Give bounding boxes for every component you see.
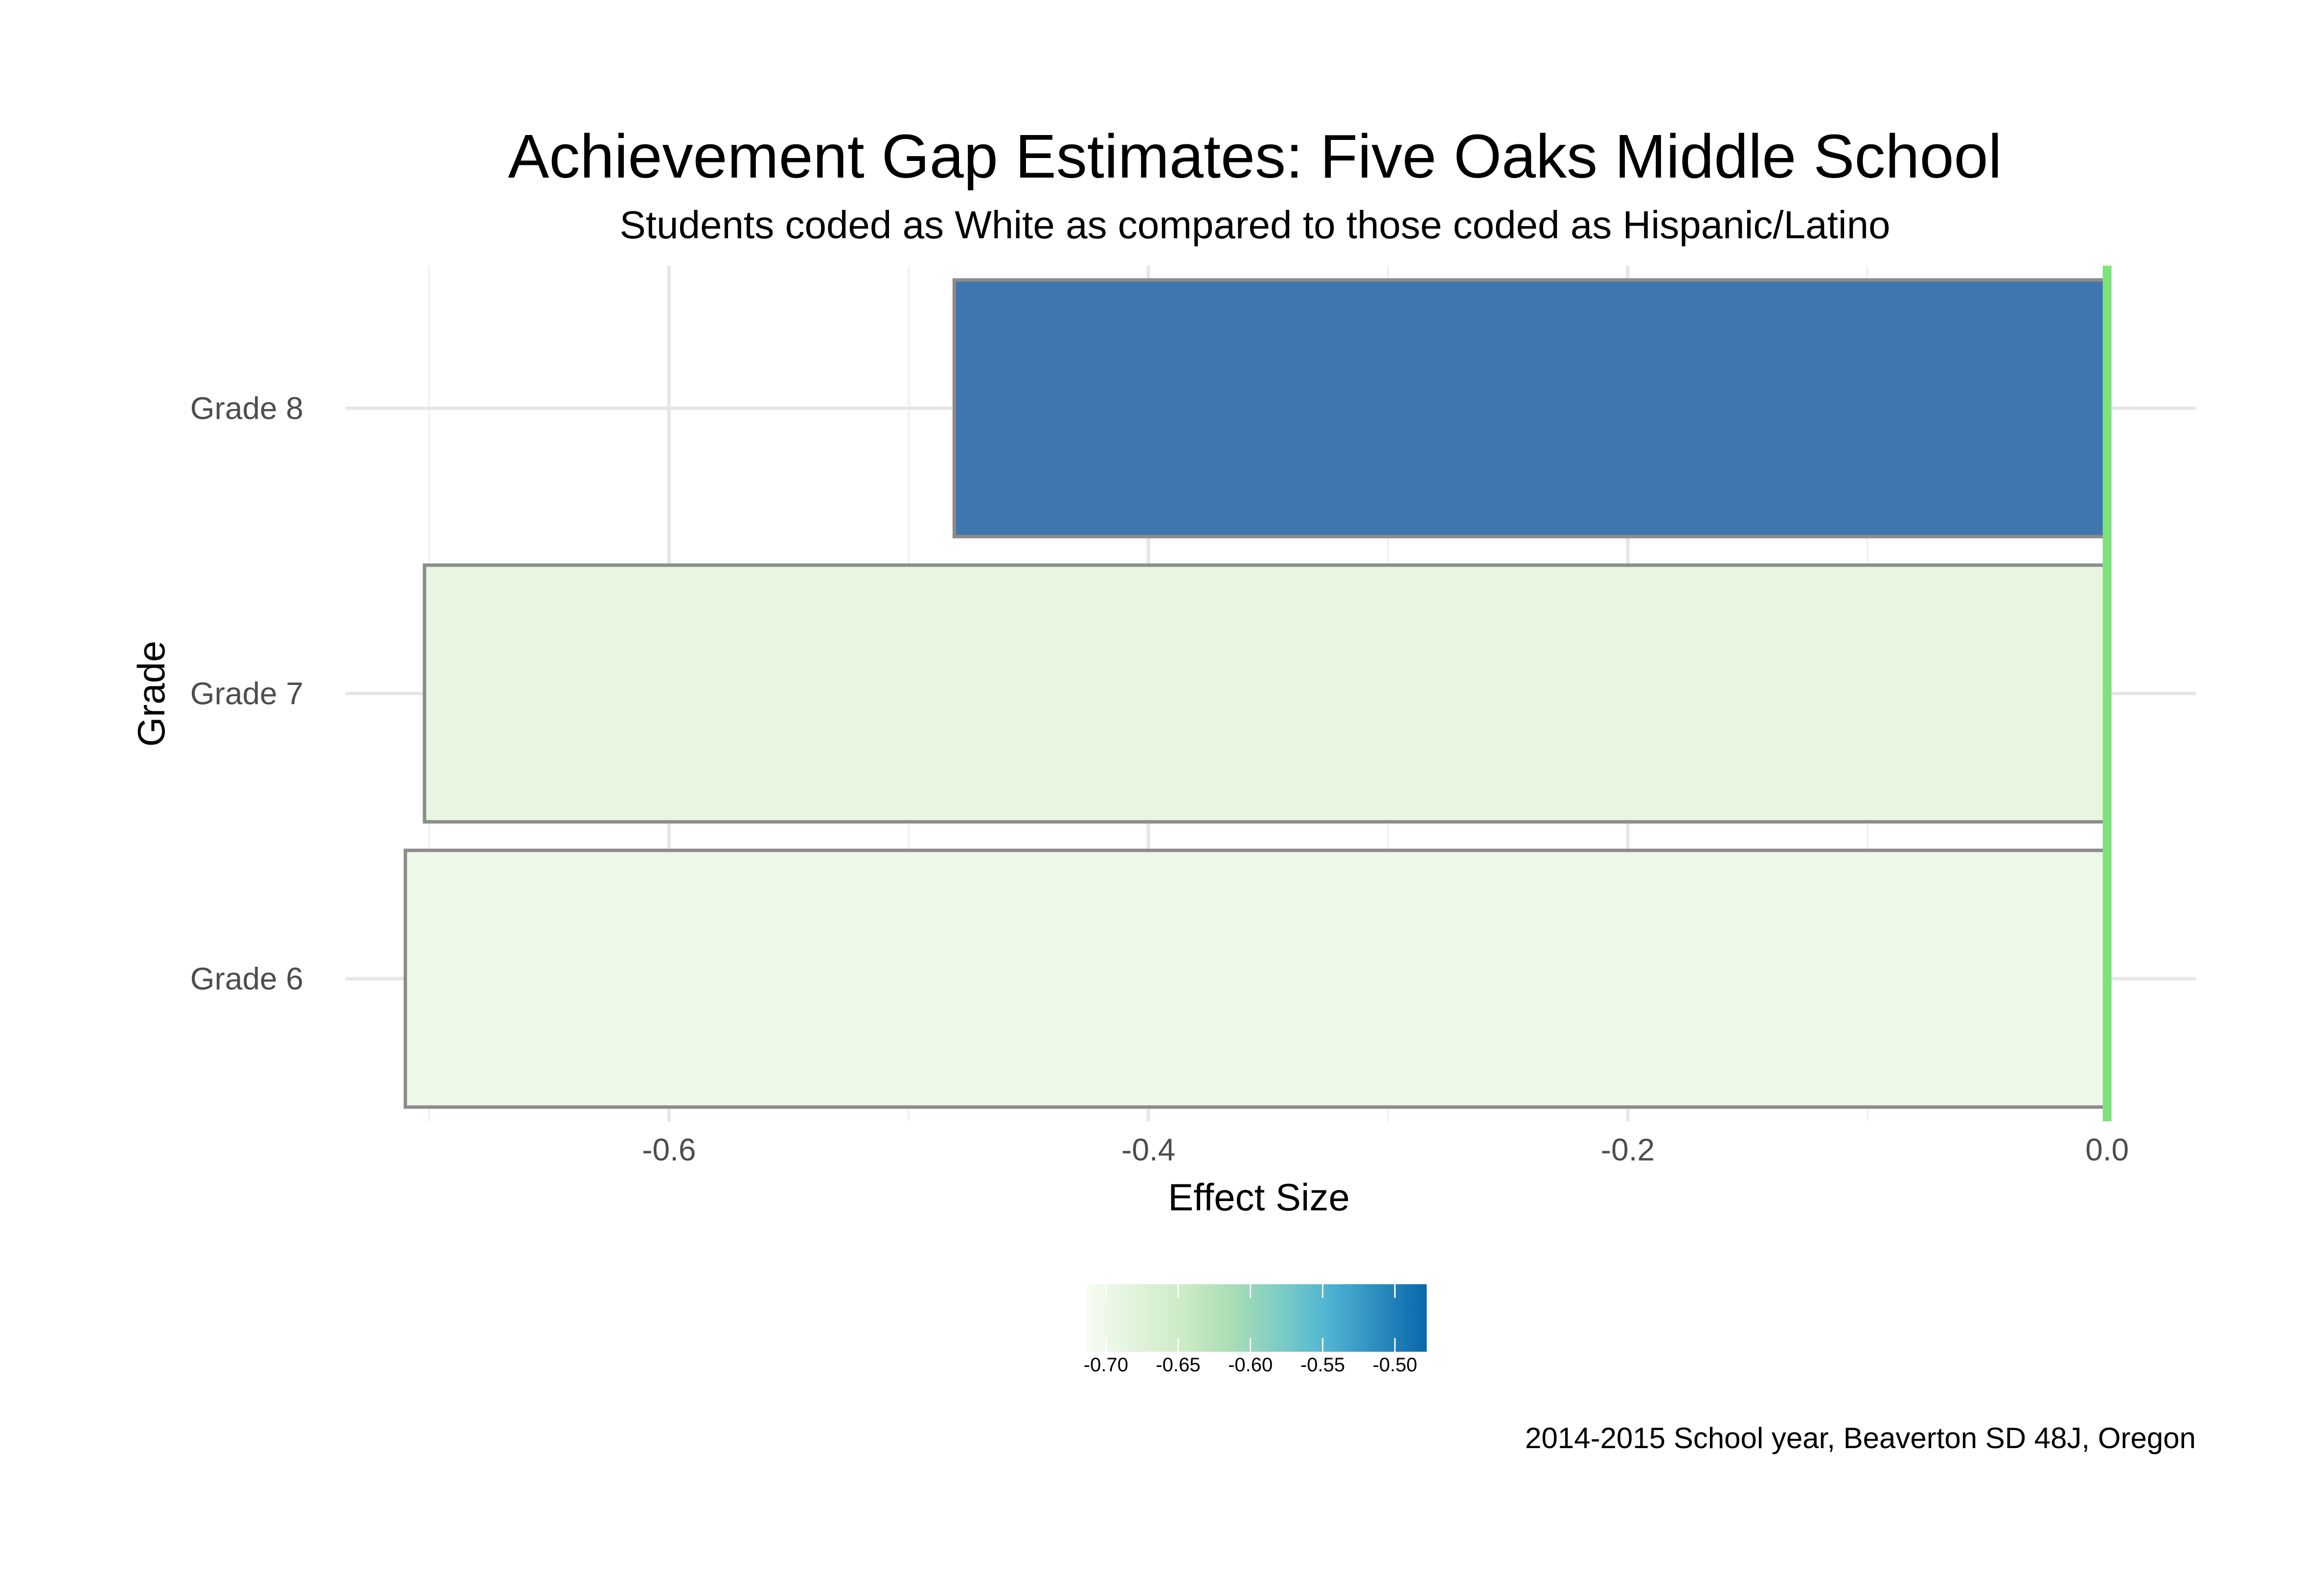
x-tick-label: -0.2	[1601, 1132, 1655, 1167]
chart-subtitle: Students coded as White as compared to t…	[619, 203, 1890, 247]
colorbar-tick-label: -0.60	[1228, 1354, 1273, 1376]
x-tick-label: -0.4	[1121, 1132, 1175, 1167]
y-tick-label: Grade 7	[190, 676, 303, 711]
colorbar-gradient	[1087, 1284, 1427, 1352]
x-tick-label: 0.0	[2085, 1132, 2129, 1167]
bar-grade-8	[952, 278, 2109, 539]
colorbar-tick-label: -0.55	[1300, 1354, 1345, 1376]
chart-title: Achievement Gap Estimates: Five Oaks Mid…	[508, 122, 2002, 191]
bar-grade-6	[403, 848, 2109, 1109]
bars	[403, 278, 2109, 1109]
legend-colorbar: -0.70 -0.65 -0.60 -0.55 -0.50	[1084, 1284, 1427, 1376]
colorbar-tick-label: -0.65	[1156, 1354, 1200, 1376]
chart-caption: 2014-2015 School year, Beaverton SD 48J,…	[1525, 1422, 2196, 1454]
y-tick-label: Grade 8	[190, 391, 303, 426]
colorbar-tick-label: -0.70	[1084, 1354, 1128, 1376]
y-tick-label: Grade 6	[190, 961, 303, 997]
x-axis-ticks: -0.6 -0.4 -0.2 0.0	[642, 1132, 2129, 1167]
colorbar-tick-label: -0.50	[1372, 1354, 1417, 1376]
y-axis-title: Grade	[130, 641, 173, 747]
x-axis-title: Effect Size	[1168, 1176, 1349, 1219]
x-tick-label: -0.6	[642, 1132, 696, 1167]
bar-grade-7	[423, 563, 2109, 824]
y-axis-ticks: Grade 6 Grade 7 Grade 8	[190, 391, 303, 997]
